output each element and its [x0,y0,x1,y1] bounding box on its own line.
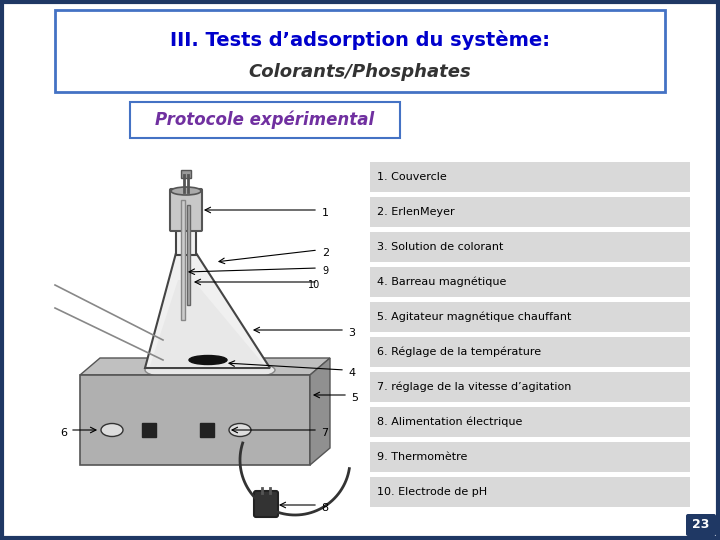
FancyBboxPatch shape [370,372,690,402]
FancyBboxPatch shape [55,10,665,92]
Text: 7: 7 [321,428,328,438]
FancyBboxPatch shape [370,267,690,297]
FancyBboxPatch shape [370,442,690,472]
Text: 4: 4 [348,368,355,378]
Text: 3. Solution de colorant: 3. Solution de colorant [377,242,503,252]
Text: 1: 1 [322,208,329,218]
Text: 8: 8 [321,503,328,513]
Text: 2: 2 [322,248,329,258]
Ellipse shape [171,187,201,195]
Ellipse shape [229,423,251,436]
FancyBboxPatch shape [176,228,196,255]
Text: 6. Réglage de la température: 6. Réglage de la température [377,347,541,357]
Polygon shape [80,358,330,375]
Text: 10. Electrode de pH: 10. Electrode de pH [377,487,487,497]
Text: 5: 5 [351,393,358,403]
FancyBboxPatch shape [170,189,202,231]
Text: 8. Alimentation électrique: 8. Alimentation électrique [377,417,523,427]
Text: 7. réglage de la vitesse d’agitation: 7. réglage de la vitesse d’agitation [377,382,572,392]
Polygon shape [145,253,270,368]
FancyBboxPatch shape [130,102,400,138]
FancyBboxPatch shape [200,423,214,437]
Text: 1. Couvercle: 1. Couvercle [377,172,446,182]
FancyBboxPatch shape [370,407,690,437]
Text: 4. Barreau magnétique: 4. Barreau magnétique [377,276,506,287]
FancyBboxPatch shape [187,205,190,305]
Text: 9. Thermomètre: 9. Thermomètre [377,452,467,462]
Text: 9: 9 [322,266,328,276]
FancyBboxPatch shape [370,162,690,192]
FancyBboxPatch shape [370,302,690,332]
Text: Protocole expérimental: Protocole expérimental [156,111,374,129]
Ellipse shape [145,359,275,381]
FancyBboxPatch shape [254,491,278,517]
Text: III. Tests d’adsorption du système:: III. Tests d’adsorption du système: [170,30,550,50]
FancyBboxPatch shape [181,200,185,320]
Text: 5. Agitateur magnétique chauffant: 5. Agitateur magnétique chauffant [377,312,572,322]
Text: 10: 10 [308,280,320,290]
Text: 23: 23 [693,518,710,531]
Ellipse shape [101,423,123,436]
FancyBboxPatch shape [181,170,191,178]
FancyBboxPatch shape [80,375,310,465]
Polygon shape [150,280,265,366]
FancyBboxPatch shape [370,197,690,227]
FancyBboxPatch shape [370,337,690,367]
Text: 3: 3 [348,328,355,338]
Polygon shape [310,358,330,465]
FancyBboxPatch shape [370,477,690,507]
Text: 2. ErlenMeyer: 2. ErlenMeyer [377,207,454,217]
Ellipse shape [189,355,227,364]
Text: Colorants/Phosphates: Colorants/Phosphates [248,63,472,81]
FancyBboxPatch shape [686,514,716,536]
FancyBboxPatch shape [370,232,690,262]
Text: 6: 6 [60,428,67,438]
FancyBboxPatch shape [142,423,156,437]
